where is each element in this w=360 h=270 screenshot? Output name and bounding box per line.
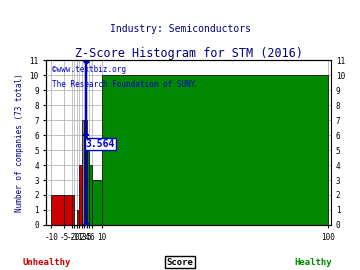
Text: 3.564: 3.564 — [86, 139, 115, 149]
Text: Healthy: Healthy — [294, 258, 332, 266]
Bar — [92, 180, 102, 225]
Bar — [72, 195, 74, 225]
Bar — [84, 120, 87, 225]
Y-axis label: Number of companies (73 total): Number of companies (73 total) — [15, 73, 24, 212]
Bar — [82, 120, 84, 225]
Text: ©www.textbiz.org: ©www.textbiz.org — [52, 65, 126, 74]
Text: The Research Foundation of SUNY: The Research Foundation of SUNY — [52, 80, 195, 89]
Bar — [51, 195, 64, 225]
Bar — [102, 75, 328, 225]
Text: Unhealthy: Unhealthy — [23, 258, 71, 266]
Bar — [77, 210, 79, 225]
Text: Score: Score — [167, 258, 193, 266]
Bar — [89, 165, 92, 225]
Title: Z-Score Histogram for STM (2016): Z-Score Histogram for STM (2016) — [75, 48, 303, 60]
Text: Industry: Semiconductors: Industry: Semiconductors — [109, 24, 251, 34]
Bar — [87, 150, 89, 225]
Bar — [79, 165, 82, 225]
Bar — [64, 195, 72, 225]
